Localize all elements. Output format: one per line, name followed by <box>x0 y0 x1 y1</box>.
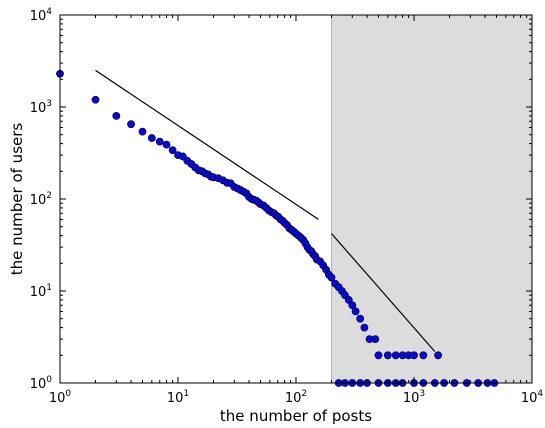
plot-area <box>56 14 533 387</box>
y-tick-label: 102 <box>30 191 52 208</box>
y-tick-label: 100 <box>30 375 53 392</box>
data-point <box>147 134 156 142</box>
data-point <box>91 95 100 104</box>
data-point <box>374 351 383 360</box>
tick-labels: 100 101 102 103 104 100 101 102 103 104 <box>30 7 544 406</box>
shaded-region <box>331 15 532 383</box>
data-point <box>162 140 171 149</box>
fit-line-1 <box>95 69 319 220</box>
fit-line-2 <box>331 233 436 352</box>
data-point <box>383 351 392 360</box>
data-point <box>344 296 353 304</box>
data-point <box>434 351 442 360</box>
data-point <box>155 137 164 146</box>
data-point <box>391 351 400 360</box>
data-point <box>360 323 369 332</box>
x-tick-label: 100 <box>49 389 72 406</box>
data-points <box>56 69 499 387</box>
y-tick-label: 101 <box>30 283 52 300</box>
data-point <box>356 314 365 323</box>
x-tick-label: 101 <box>167 389 189 406</box>
y-tick-label: 104 <box>30 7 53 24</box>
data-point <box>112 112 121 120</box>
x-tick-label: 104 <box>521 389 544 406</box>
x-tick-label: 103 <box>403 389 425 406</box>
data-point <box>348 301 357 310</box>
data-point <box>371 335 380 344</box>
data-point <box>168 146 177 155</box>
data-point <box>327 273 336 282</box>
data-point <box>410 351 418 360</box>
fit-lines <box>95 69 436 352</box>
data-point <box>138 127 147 136</box>
data-point <box>127 120 135 129</box>
y-axis-label: the number of users <box>8 123 26 276</box>
data-point <box>351 307 360 316</box>
y-tick-label: 103 <box>30 99 52 116</box>
axis-ticks <box>59 14 533 384</box>
x-axis-label: the number of posts <box>220 407 372 425</box>
x-tick-label: 102 <box>285 389 307 406</box>
data-point <box>419 351 428 360</box>
